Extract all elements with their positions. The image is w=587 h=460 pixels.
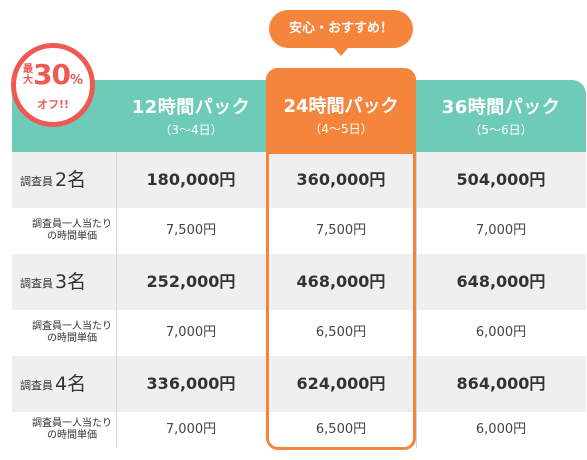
row-label-prefix: 調査員	[20, 379, 53, 392]
price-cell: 468,000円	[296, 272, 386, 291]
price-cell: 648,000円	[456, 272, 546, 291]
unit-label-line2: の時間単価	[47, 430, 97, 441]
column-12h: 12時間パック （3〜4日）	[116, 80, 266, 152]
column-divider	[116, 152, 117, 448]
row-label: 調査員 2名	[20, 152, 86, 208]
price-cell: 252,000円	[146, 272, 236, 291]
unit-price-cell: 7,500円	[165, 223, 217, 238]
badge-max-char1: 最	[23, 64, 33, 75]
table-row: 調査員一人当たり の時間単価 7,500円 7,500円 7,000円	[12, 208, 586, 254]
price-cell: 336,000円	[146, 374, 236, 393]
column-24h-title: 24時間パック	[283, 96, 399, 117]
column-24h: 24時間パック （4〜5日）	[266, 68, 416, 154]
column-36h: 36時間パック （5〜6日）	[416, 80, 586, 152]
unit-label-line1: 調査員一人当たり	[32, 219, 112, 230]
badge-percent: %	[69, 73, 83, 88]
table-row: 調査員 2名 180,000円 360,000円 504,000円	[12, 152, 586, 208]
unit-price-cell: 6,500円	[315, 422, 367, 437]
unit-price-cell: 7,500円	[315, 223, 367, 238]
unit-label-line2: の時間単価	[47, 231, 97, 242]
table-row: 調査員一人当たり の時間単価 7,000円 6,500円 6,000円	[12, 310, 586, 356]
column-12h-title: 12時間パック	[131, 97, 251, 118]
column-divider	[416, 152, 417, 448]
unit-price-cell: 6,000円	[475, 325, 527, 340]
unit-price-cell: 6,000円	[475, 422, 527, 437]
row-label-count: 3名	[55, 271, 87, 293]
price-cell: 180,000円	[146, 170, 236, 189]
unit-label-line2: の時間単価	[47, 333, 97, 344]
table-row: 調査員 3名 252,000円 468,000円 648,000円	[12, 254, 586, 310]
column-12h-days: （3〜4日）	[159, 123, 223, 137]
recommended-bubble: 安心・おすすめ！	[269, 10, 413, 48]
row-label-count: 2名	[55, 169, 87, 191]
unit-label: 調査員一人当たり の時間単価	[26, 321, 118, 345]
unit-price-cell: 7,000円	[165, 422, 217, 437]
row-label-prefix: 調査員	[20, 175, 53, 188]
unit-price-cell: 7,000円	[475, 223, 527, 238]
badge-main: 最大30%	[16, 60, 90, 90]
table-row: 調査員一人当たり の時間単価 7,000円 6,500円 6,000円	[12, 412, 586, 448]
price-cell: 360,000円	[296, 170, 386, 189]
badge-number: 30	[33, 58, 71, 91]
column-36h-days: （5〜6日）	[469, 123, 533, 137]
unit-label-line1: 調査員一人当たり	[32, 418, 112, 429]
unit-label: 調査員一人当たり の時間単価	[26, 418, 118, 442]
price-cell: 504,000円	[456, 170, 546, 189]
unit-price-cell: 6,500円	[315, 325, 367, 340]
price-cell: 624,000円	[296, 374, 386, 393]
column-24h-days: （4〜5日）	[309, 122, 373, 136]
unit-label-line1: 調査員一人当たり	[32, 321, 112, 332]
discount-badge: 最大30% オフ!!	[11, 43, 95, 127]
badge-max-char2: 大	[23, 75, 33, 86]
row-label-prefix: 調査員	[20, 277, 53, 290]
badge-off-label: オフ!!	[36, 98, 70, 111]
price-cell: 864,000円	[456, 374, 546, 393]
badge-max-label: 最大	[23, 64, 33, 86]
row-label: 調査員 4名	[20, 356, 86, 412]
bubble-tail	[333, 47, 349, 56]
unit-price-cell: 7,000円	[165, 325, 217, 340]
unit-label: 調査員一人当たり の時間単価	[26, 219, 118, 243]
row-label-count: 4名	[55, 373, 87, 395]
row-label: 調査員 3名	[20, 254, 86, 310]
table-row: 調査員 4名 336,000円 624,000円 864,000円	[12, 356, 586, 412]
column-36h-title: 36時間パック	[441, 97, 561, 118]
